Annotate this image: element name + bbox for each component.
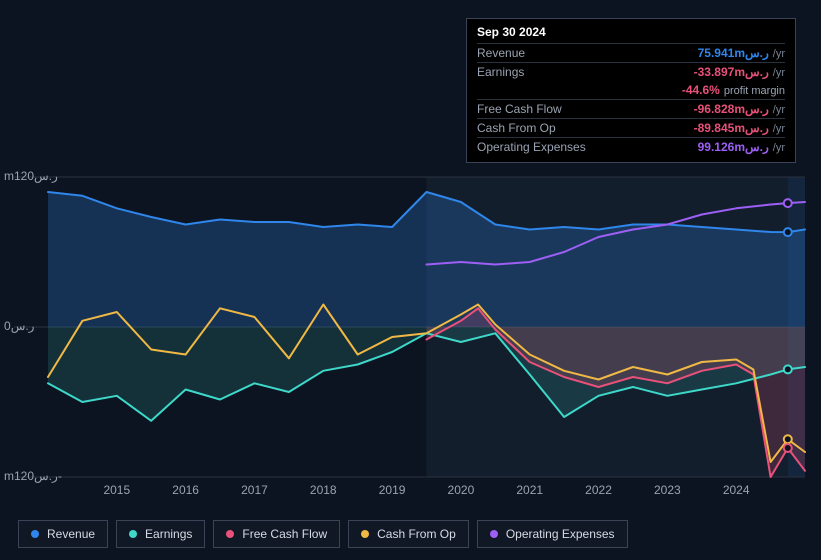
tooltip-sublabel: profit margin <box>724 85 785 97</box>
x-axis-label: 2021 <box>516 483 543 497</box>
y-axis-label: ر.س0 <box>4 319 34 333</box>
tooltip-row: Revenue75.941mر.س/yr <box>477 43 785 62</box>
x-axis-label: 2016 <box>172 483 199 497</box>
chart-marker-opex <box>784 199 792 207</box>
x-axis-label: 2017 <box>241 483 268 497</box>
legend-item-opex[interactable]: Operating Expenses <box>477 520 628 548</box>
tooltip-unit: mر.س <box>734 121 768 135</box>
tooltip-suffix: /yr <box>773 104 785 116</box>
x-axis-label: 2024 <box>723 483 750 497</box>
legend-item-fcf[interactable]: Free Cash Flow <box>213 520 340 548</box>
chart-area: mر.س120 ر.س0 mر.س120- 2015 2016 2017 2018 2019 2… <box>0 155 821 515</box>
chart-marker-revenue <box>784 228 792 236</box>
tooltip-value: -89.845 <box>694 121 735 135</box>
legend-label: Operating Expenses <box>506 527 615 541</box>
tooltip-subvalue: -44.6% <box>682 83 720 97</box>
legend-label: Earnings <box>145 527 192 541</box>
legend-item-revenue[interactable]: Revenue <box>18 520 108 548</box>
x-axis-label: 2019 <box>379 483 406 497</box>
data-tooltip: Sep 30 2024 Revenue75.941mر.س/yrEarnings… <box>466 18 796 163</box>
legend: Revenue Earnings Free Cash Flow Cash From O… <box>18 520 628 548</box>
tooltip-value: 75.941 <box>698 46 735 60</box>
tooltip-unit: mر.س <box>734 46 768 60</box>
tooltip-value: 99.126 <box>698 140 735 154</box>
tooltip-unit: mر.س <box>734 102 768 116</box>
tooltip-label: Earnings <box>477 65 694 79</box>
chart-marker-cfo <box>784 435 792 443</box>
legend-label: Revenue <box>47 527 95 541</box>
y-axis-label: mر.س120- <box>4 469 62 483</box>
legend-label: Free Cash Flow <box>242 527 327 541</box>
legend-dot-icon <box>361 530 369 538</box>
tooltip-date: Sep 30 2024 <box>477 25 785 43</box>
tooltip-value: -96.828 <box>694 102 735 116</box>
tooltip-suffix: /yr <box>773 123 785 135</box>
tooltip-unit: mر.س <box>734 65 768 79</box>
legend-dot-icon <box>31 530 39 538</box>
x-axis-label: 2015 <box>103 483 130 497</box>
y-axis-label: mر.س120 <box>4 169 58 183</box>
chart-marker-fcf <box>784 444 792 452</box>
legend-label: Cash From Op <box>377 527 456 541</box>
x-axis-label: 2022 <box>585 483 612 497</box>
legend-item-earnings[interactable]: Earnings <box>116 520 205 548</box>
tooltip-suffix: /yr <box>773 142 785 154</box>
tooltip-subrow: -44.6% profit margin <box>477 81 785 99</box>
tooltip-unit: mر.س <box>734 140 768 154</box>
tooltip-row: Earnings-33.897mر.س/yr <box>477 62 785 81</box>
tooltip-row: Operating Expenses99.126mر.س/yr <box>477 137 785 156</box>
tooltip-suffix: /yr <box>773 48 785 60</box>
tooltip-row: Cash From Op-89.845mر.س/yr <box>477 118 785 137</box>
legend-dot-icon <box>226 530 234 538</box>
x-axis-label: 2018 <box>310 483 337 497</box>
x-axis-label: 2023 <box>654 483 681 497</box>
x-axis-label: 2020 <box>448 483 475 497</box>
tooltip-label: Cash From Op <box>477 121 694 135</box>
legend-item-cfo[interactable]: Cash From Op <box>348 520 469 548</box>
tooltip-row: Free Cash Flow-96.828mر.س/yr <box>477 99 785 118</box>
tooltip-label: Revenue <box>477 46 698 60</box>
tooltip-suffix: /yr <box>773 67 785 79</box>
tooltip-value: -33.897 <box>694 65 735 79</box>
tooltip-label: Operating Expenses <box>477 140 698 154</box>
legend-dot-icon <box>129 530 137 538</box>
chart-svg <box>0 155 821 515</box>
legend-dot-icon <box>490 530 498 538</box>
tooltip-label: Free Cash Flow <box>477 102 694 116</box>
chart-marker-earnings <box>784 365 792 373</box>
